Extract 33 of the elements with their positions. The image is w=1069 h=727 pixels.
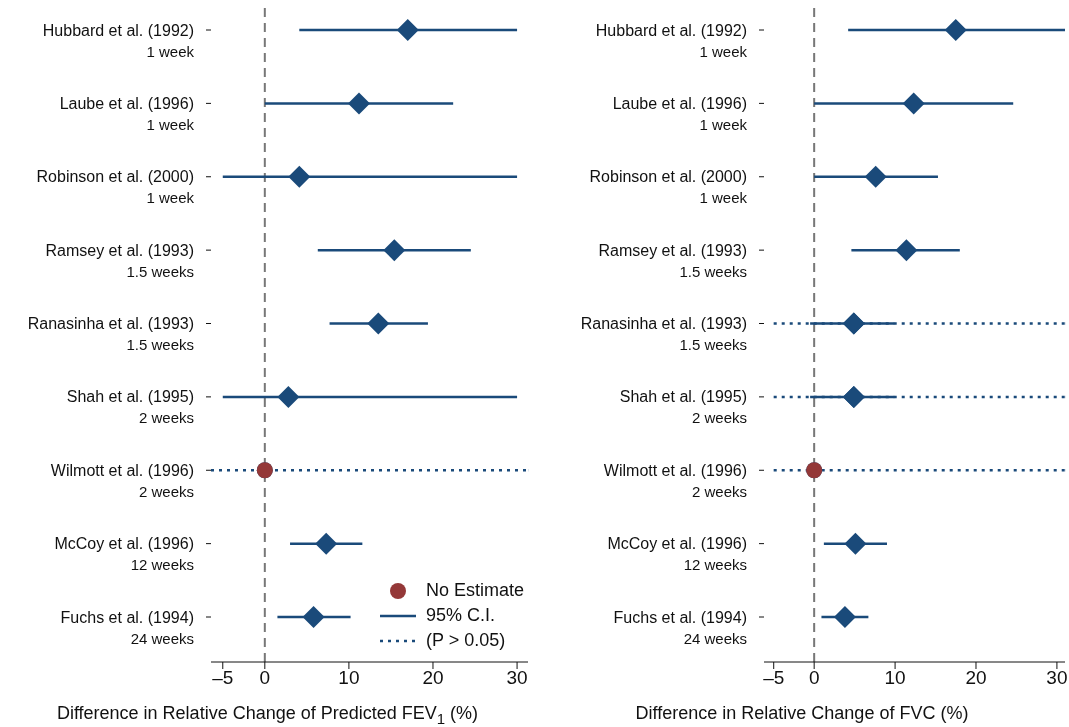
y-tick-label: Ranasinha et al. (1993) 1.5 weeks — [580, 315, 747, 353]
y-tick-label: McCoy et al. (1996) 12 weeks — [54, 535, 194, 574]
x-tick-label: 10 — [338, 667, 360, 689]
y-tick-label: Robinson et al. (2000) 1 week — [589, 168, 748, 207]
y-tick-label: Wilmott et al. (1996) 2 weeks — [603, 461, 747, 500]
y-tick-label: Ramsey et al. (1993) 1.5 weeks — [598, 241, 747, 280]
y-tick-label: Ranasinha et al. (1993) 1.5 weeks — [27, 315, 194, 353]
x-tick-label: 0 — [259, 667, 271, 689]
legend-label: No Estimate — [426, 580, 525, 601]
x-tick-label: 30 — [1046, 667, 1068, 689]
x-tick-label: 20 — [422, 667, 444, 689]
y-tick-label: Laube et al. (1996) 1 week — [59, 94, 195, 133]
legend-label: (P > 0.05) — [426, 630, 506, 651]
x-tick-label: –5 — [212, 667, 234, 689]
y-tick-label: McCoy et al. (1996) 12 weeks — [607, 535, 747, 574]
y-tick-label: Ramsey et al. (1993) 1.5 weeks — [45, 241, 194, 280]
x-tick-label: –5 — [763, 667, 785, 689]
y-tick-label: Robinson et al. (2000) 1 week — [36, 168, 195, 207]
x-tick-label: 30 — [506, 667, 528, 689]
x-axis-title: Difference in Relative Change of Predicted FEV$_{1}$ (%) — [55, 703, 480, 727]
y-tick-label: Fuchs et al. (1994) 24 weeks — [60, 608, 194, 647]
y-tick-label: Laube et al. (1996) 1 week — [612, 94, 748, 133]
y-tick-label: Hubbard et al. (1992) 1 week — [595, 21, 748, 60]
x-axis-title: Difference in Relative Change of FVC (%) — [634, 703, 970, 724]
legend-label: 95% C.I. — [426, 605, 496, 626]
y-tick-label: Fuchs et al. (1994) 24 weeks — [613, 608, 747, 647]
x-tick-label: 20 — [965, 667, 987, 689]
y-tick-label: Hubbard et al. (1992) 1 week — [42, 21, 195, 60]
x-tick-label: 10 — [884, 667, 906, 689]
y-tick-label: Wilmott et al. (1996) 2 weeks — [50, 461, 194, 500]
y-tick-label: Shah et al. (1995) 2 weeks — [66, 388, 194, 427]
x-tick-label: 0 — [808, 667, 820, 689]
y-tick-label: Shah et al. (1995) 2 weeks — [619, 388, 747, 427]
